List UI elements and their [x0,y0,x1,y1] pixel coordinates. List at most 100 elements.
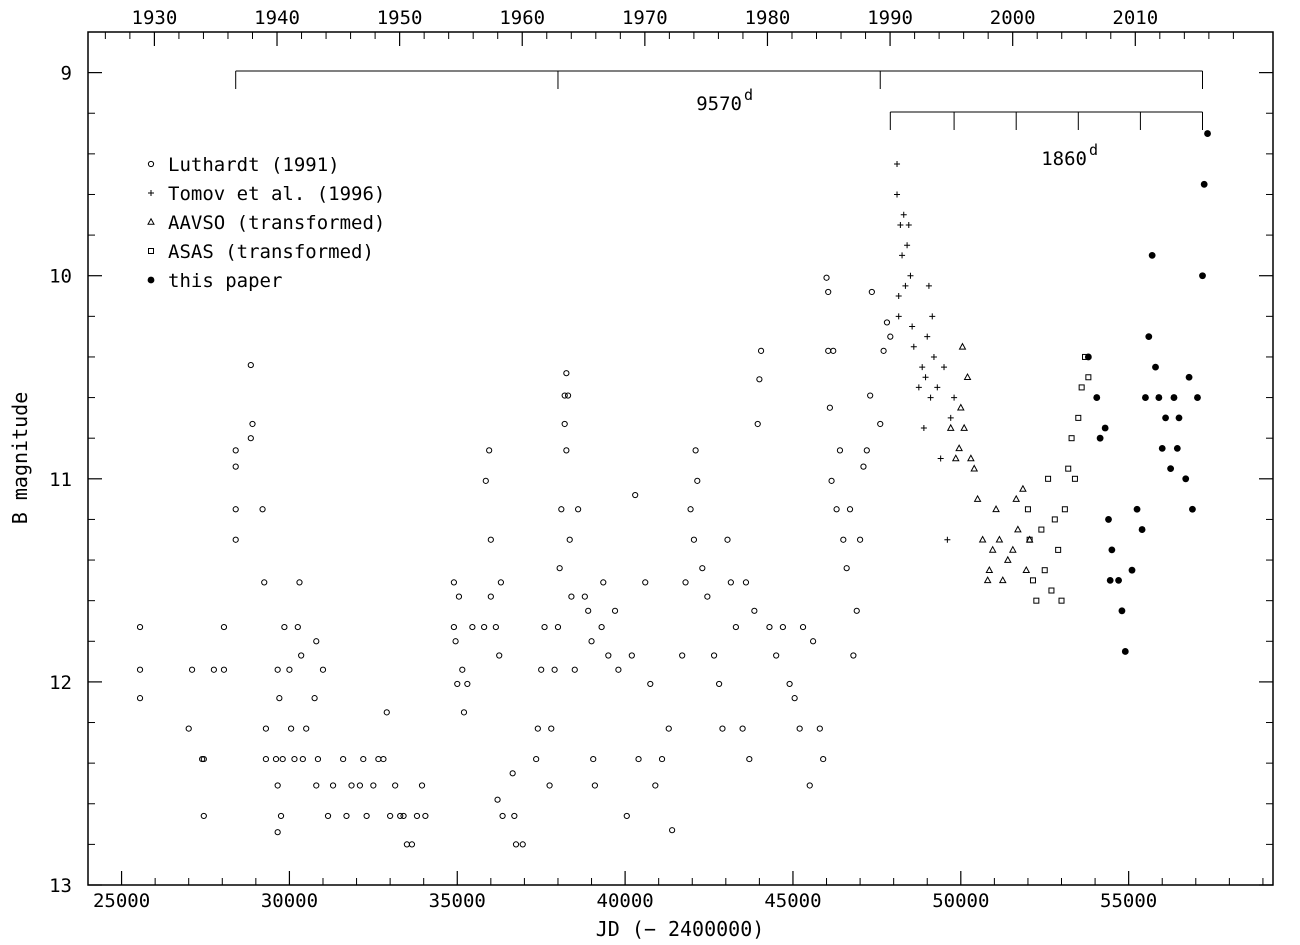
data-point [840,536,847,543]
data-point [1167,465,1175,473]
data-point [632,491,639,499]
data-point [899,252,906,259]
data-point [329,782,337,789]
data-point [907,272,914,279]
data-point [481,623,488,631]
data-point [220,666,228,673]
data-point [575,506,582,513]
year-tick-label: 2000 [990,7,1036,29]
data-point [877,420,884,428]
series-1 [894,161,958,543]
data-point [846,506,854,513]
data-point [400,812,407,820]
data-point [383,709,390,716]
data-point [915,384,922,391]
data-point [232,536,239,543]
data-point [1138,526,1146,533]
year-tick-label: 1990 [867,7,913,29]
data-point [746,755,753,763]
data-point [558,506,565,513]
data-point [669,827,676,834]
data-point [1012,494,1021,502]
data-point [541,623,548,631]
data-point [719,725,726,732]
data-point [413,812,421,820]
data-point [642,579,649,586]
data-point [856,536,864,543]
year-tick-label: 1930 [132,7,178,29]
data-point [469,623,476,631]
data-point [200,755,207,763]
data-point [249,420,256,428]
data-point [690,536,698,543]
data-point [585,607,592,614]
data-point [348,782,355,789]
data-point [286,666,293,673]
year-tick-label: 1970 [622,7,668,29]
data-point [920,425,927,432]
data-point [900,211,907,218]
data-point [825,347,832,354]
data-point [496,652,503,659]
data-point [806,782,813,789]
year-tick-label: 1960 [499,7,545,29]
data-point [791,695,798,702]
data-point [929,313,936,320]
data-point [754,420,761,428]
data-point [944,536,951,543]
data-point [291,755,298,763]
data-point [1200,180,1208,188]
data-point [830,347,837,354]
data-point [628,652,635,659]
series-4 [1084,130,1211,655]
data-point [136,666,144,673]
data-point [460,709,468,716]
data-point [843,565,850,572]
data-point [281,623,288,631]
data-point [1065,465,1072,472]
data-point [623,812,630,820]
data-point [370,782,377,789]
data-point [850,652,857,659]
data-point [464,680,471,688]
data-point [687,506,694,513]
data-point [983,576,992,584]
data-point [937,455,944,462]
data-point [766,623,773,631]
data-point [820,755,827,763]
data-point [188,666,196,673]
year-tick-label: 2010 [1112,7,1158,29]
data-point [1142,394,1149,401]
data-point [867,392,874,399]
data-point [1121,648,1129,655]
data-point [509,770,516,777]
data-point [185,725,192,732]
x-tick-label: 45000 [764,890,821,912]
data-point [1194,394,1201,401]
data-point [1029,577,1036,584]
data-point [679,652,686,659]
data-point [566,536,573,543]
data-point [826,404,833,411]
data-point [294,623,301,631]
data-point [563,370,570,377]
data-point [1199,272,1206,280]
data-point [1045,475,1052,482]
data-point [499,812,506,820]
data-point [894,191,901,198]
data-point [1033,597,1040,604]
data-point [998,576,1007,584]
data-point [492,623,499,631]
data-point [494,796,501,803]
data-point [403,841,411,848]
legend-marker [147,217,155,225]
data-point [533,755,540,763]
plot-frame [87,31,1274,886]
data-point [1051,516,1058,523]
data-point [605,652,612,659]
data-point [486,447,493,454]
data-point [272,755,280,763]
data-point [588,638,595,645]
data-point [581,593,588,600]
